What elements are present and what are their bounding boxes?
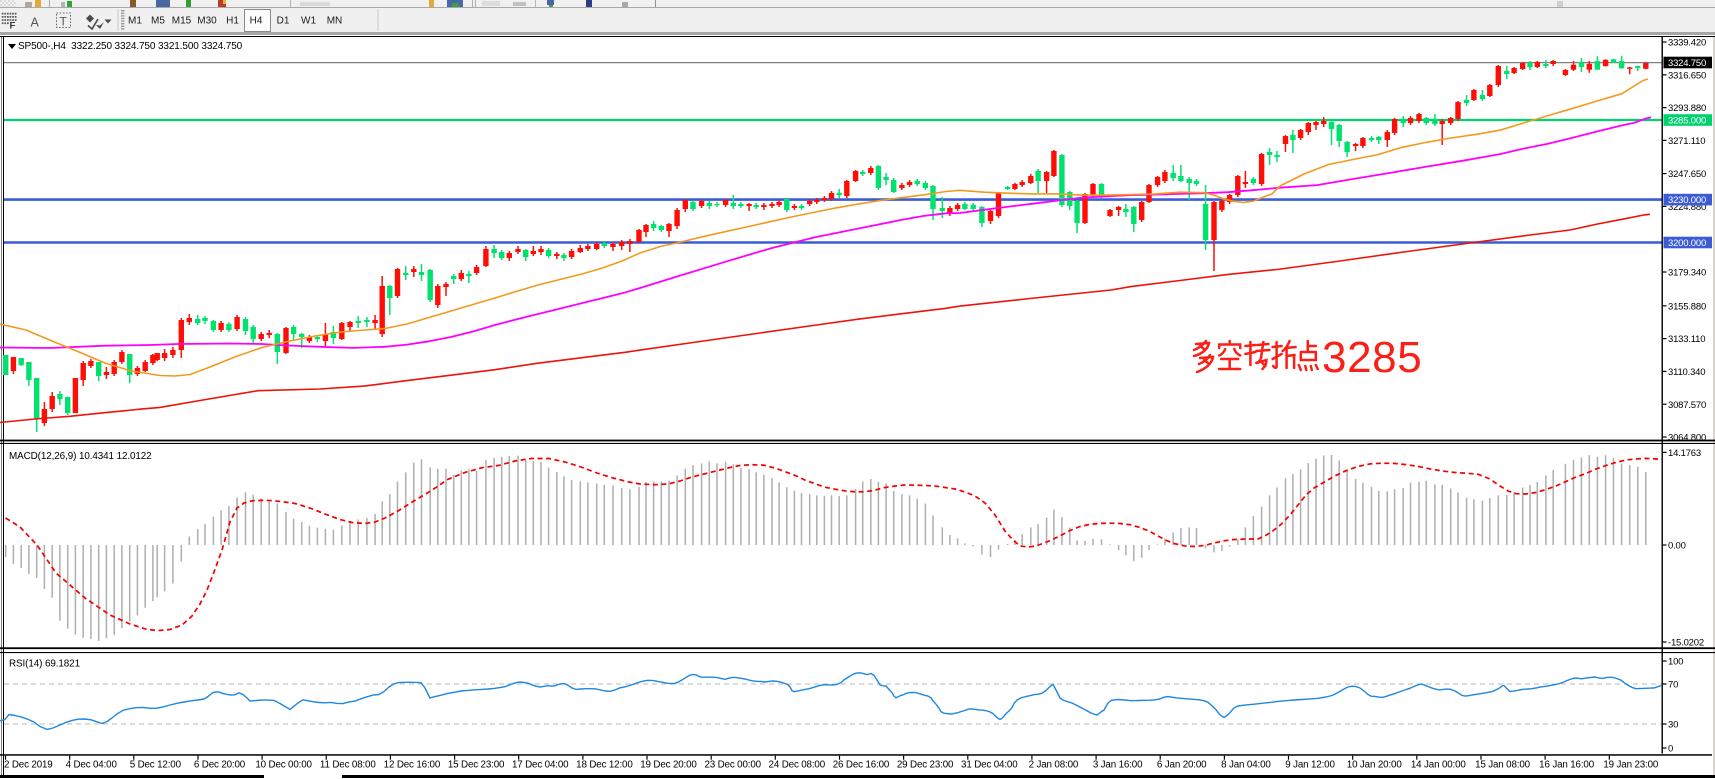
svg-text:4 Dec 04:00: 4 Dec 04:00 — [66, 760, 118, 771]
svg-text:3324.750: 3324.750 — [1668, 58, 1706, 69]
svg-text:3285: 3285 — [1322, 333, 1422, 382]
svg-text:0.00: 0.00 — [1668, 541, 1686, 552]
svg-text:18 Dec 12:00: 18 Dec 12:00 — [576, 760, 633, 771]
svg-text:10 Jan 20:00: 10 Jan 20:00 — [1347, 760, 1403, 771]
svg-text:A: A — [31, 16, 40, 30]
svg-text:15 Dec 23:00: 15 Dec 23:00 — [448, 760, 505, 771]
svg-text:3271.110: 3271.110 — [1668, 136, 1705, 147]
svg-text:RSI(14) 69.1821: RSI(14) 69.1821 — [9, 659, 81, 670]
svg-text:26 Dec 16:00: 26 Dec 16:00 — [833, 760, 890, 771]
svg-text:70: 70 — [1668, 680, 1678, 691]
svg-text:3247.650: 3247.650 — [1668, 169, 1706, 180]
svg-text:F: F — [10, 21, 16, 32]
svg-text:11 Dec 08:00: 11 Dec 08:00 — [320, 760, 376, 771]
svg-text:6 Dec 20:00: 6 Dec 20:00 — [194, 760, 246, 771]
svg-text:3064.800: 3064.800 — [1668, 433, 1706, 444]
svg-text:19 Dec 20:00: 19 Dec 20:00 — [640, 760, 697, 771]
svg-text:3155.880: 3155.880 — [1668, 301, 1706, 312]
svg-text:14.1763: 14.1763 — [1668, 448, 1701, 459]
svg-text:3316.650: 3316.650 — [1668, 70, 1706, 81]
svg-text:2 Dec 2019: 2 Dec 2019 — [4, 760, 53, 771]
svg-text:8 Jan 04:00: 8 Jan 04:00 — [1221, 760, 1271, 771]
svg-text:31 Dec 04:00: 31 Dec 04:00 — [961, 760, 1018, 771]
svg-text:19 Jan 23:00: 19 Jan 23:00 — [1603, 760, 1659, 771]
svg-text:17 Dec 04:00: 17 Dec 04:00 — [512, 760, 569, 771]
svg-text:10 Dec 00:00: 10 Dec 00:00 — [255, 760, 312, 771]
svg-text:29 Dec 23:00: 29 Dec 23:00 — [897, 760, 954, 771]
svg-text:3200.000: 3200.000 — [1668, 238, 1706, 249]
svg-text:3285.000: 3285.000 — [1668, 116, 1706, 127]
svg-text:24 Dec 08:00: 24 Dec 08:00 — [769, 760, 826, 771]
svg-text:5 Dec 12:00: 5 Dec 12:00 — [130, 760, 182, 771]
svg-text:3133.110: 3133.110 — [1668, 334, 1705, 345]
svg-text:30: 30 — [1668, 720, 1678, 731]
svg-text:3179.340: 3179.340 — [1668, 268, 1706, 279]
svg-text:12 Dec 16:00: 12 Dec 16:00 — [384, 760, 441, 771]
svg-text:0: 0 — [1668, 744, 1673, 755]
svg-text:2 Jan 08:00: 2 Jan 08:00 — [1029, 760, 1079, 771]
svg-text:MACD(12,26,9) 10.4341 12.0122: MACD(12,26,9) 10.4341 12.0122 — [9, 451, 152, 462]
svg-text:23 Dec 00:00: 23 Dec 00:00 — [704, 760, 761, 771]
svg-text:3293.880: 3293.880 — [1668, 103, 1706, 114]
svg-text:SP500-,H4 3322.250 3324.750 3: SP500-,H4 3322.250 3324.750 3321.500 332… — [18, 41, 243, 52]
svg-text:3230.000: 3230.000 — [1668, 195, 1706, 206]
svg-text:3 Jan 16:00: 3 Jan 16:00 — [1093, 760, 1143, 771]
svg-text:15 Jan 08:00: 15 Jan 08:00 — [1475, 760, 1531, 771]
svg-text:3224.880: 3224.880 — [1668, 202, 1706, 213]
svg-text:9 Jan 12:00: 9 Jan 12:00 — [1285, 760, 1335, 771]
svg-text:16 Jan 16:00: 16 Jan 16:00 — [1539, 760, 1595, 771]
svg-text:3110.340: 3110.340 — [1668, 367, 1705, 378]
svg-text:100: 100 — [1668, 657, 1683, 668]
svg-text:3087.570: 3087.570 — [1668, 400, 1706, 411]
svg-text:T: T — [60, 15, 68, 29]
svg-text:3339.420: 3339.420 — [1668, 38, 1706, 49]
svg-text:-15.0202: -15.0202 — [1668, 638, 1704, 649]
svg-text:14 Jan 00:00: 14 Jan 00:00 — [1411, 760, 1467, 771]
svg-text:6 Jan 20:00: 6 Jan 20:00 — [1157, 760, 1207, 771]
